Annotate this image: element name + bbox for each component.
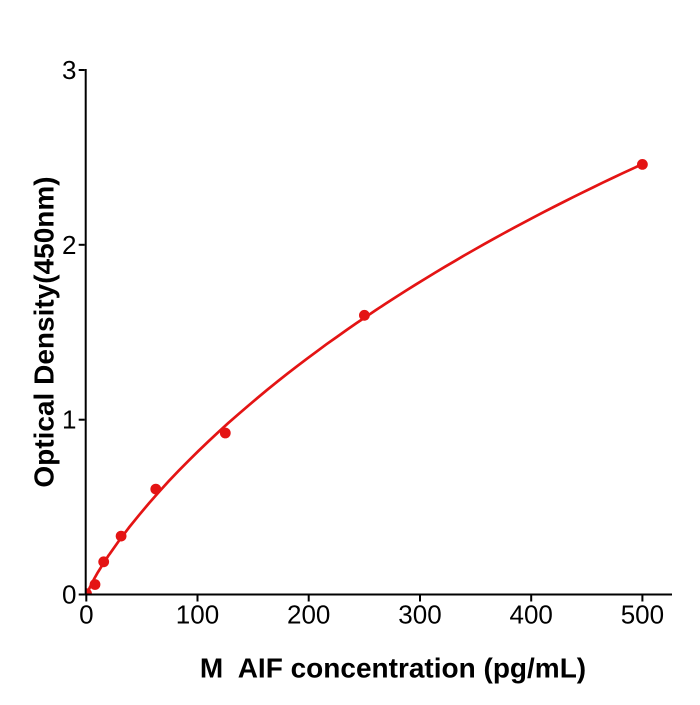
svg-text:100: 100 <box>176 600 219 630</box>
svg-text:3: 3 <box>62 55 76 85</box>
svg-text:200: 200 <box>287 600 330 630</box>
svg-text:Optical Density(450nm): Optical Density(450nm) <box>29 176 60 487</box>
svg-text:300: 300 <box>398 600 441 630</box>
svg-text:400: 400 <box>510 600 553 630</box>
svg-text:1: 1 <box>62 405 76 435</box>
svg-text:0: 0 <box>62 580 76 610</box>
svg-text:2: 2 <box>62 230 76 260</box>
svg-text:500: 500 <box>621 600 664 630</box>
svg-text:0: 0 <box>79 600 93 630</box>
svg-text:M AIF concentration (pg/mL): M AIF concentration (pg/mL) <box>200 653 586 684</box>
